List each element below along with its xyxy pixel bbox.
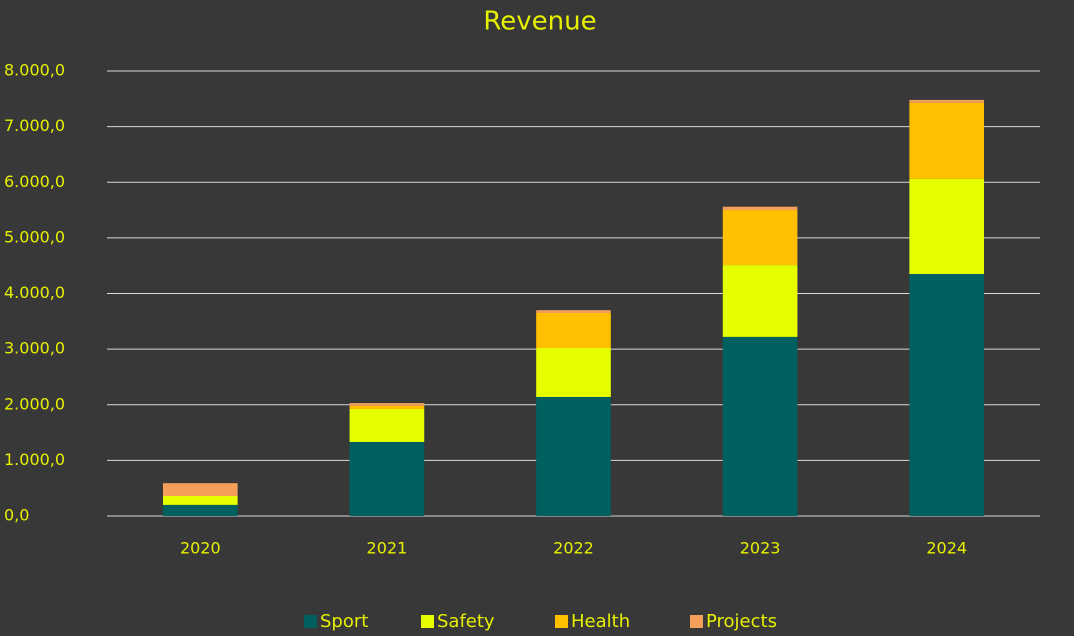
bar-segment [162,483,238,496]
x-tick-label: 2023 [740,539,781,558]
bar-segment [536,396,611,516]
bar-segment [536,348,611,397]
bar-segment [162,504,238,516]
legend-label: Safety [437,611,495,632]
y-tick-label: 1.000,0 [4,450,65,469]
x-tick-label: 2020 [180,539,221,558]
bar-segment [909,102,985,179]
bar-segment [909,99,985,103]
bar-segment [349,403,425,406]
bar-segment [722,336,798,516]
bar-segment [722,265,798,337]
bar-segment [349,408,425,443]
bar-segment [909,178,985,275]
x-tick-label: 2024 [926,539,967,558]
bar-segment [722,210,798,266]
bar-segment [349,442,425,516]
chart-title: Revenue [483,7,596,37]
bar-segment [909,274,985,516]
y-tick-label: 8.000,0 [4,61,65,80]
bar-segment [536,312,611,349]
y-tick-label: 2.000,0 [4,394,65,413]
y-tick-label: 7.000,0 [4,116,65,135]
bar-segment [349,405,425,409]
bar-segment [536,310,611,313]
legend-label: Health [571,611,630,632]
legend-swatch [304,615,317,628]
y-tick-label: 3.000,0 [4,339,65,358]
legend-swatch [690,615,703,628]
legend-swatch [421,615,434,628]
bar-segment [722,206,798,211]
y-tick-label: 4.000,0 [4,283,65,302]
bar-segment [162,495,238,505]
legend-swatch [555,615,568,628]
y-tick-label: 5.000,0 [4,227,65,246]
y-tick-label: 6.000,0 [4,172,65,191]
y-tick-label: 0,0 [4,506,29,525]
legend-label: Projects [706,611,777,632]
x-tick-label: 2022 [553,539,594,558]
legend-label: Sport [320,611,368,632]
x-tick-label: 2021 [367,539,408,558]
